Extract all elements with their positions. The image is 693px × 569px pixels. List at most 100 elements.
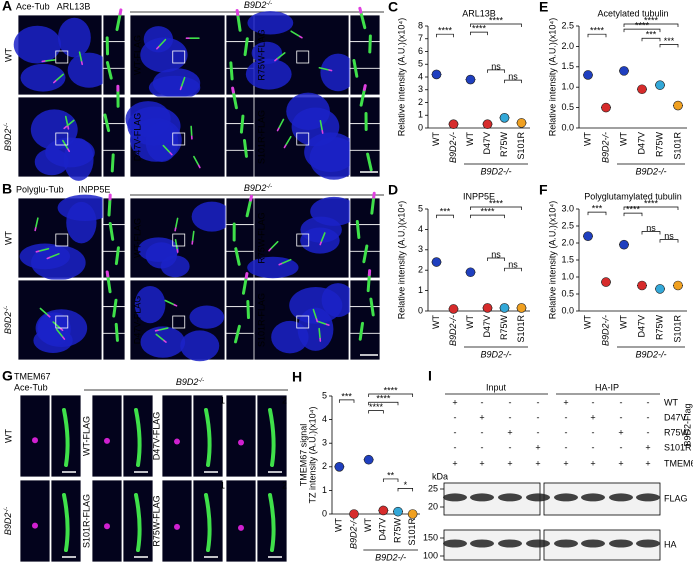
stain-magenta: INPP5E [78,184,110,194]
y-tick-label: 5 [418,59,423,69]
micrograph [349,197,381,226]
y-tick-label: 0 [322,508,327,518]
y-tick-label: 4 [322,414,327,424]
x-tick-label: D47V [378,518,388,541]
significance-bracket [368,410,384,414]
construct-label: S101R-FLAG [256,110,266,164]
x-tick-label: WT [618,132,628,146]
sign: - [620,442,623,452]
cilium-tip [235,9,240,16]
roi-box [296,315,310,329]
y-tick-label: 0.5 [561,102,574,112]
cilium [241,276,248,295]
band [526,493,550,502]
sign: - [647,427,650,437]
cilium-tip [362,84,367,92]
cilium [134,493,142,552]
gene: B9D2 [3,513,13,536]
significance-bracket [641,231,661,235]
tmem67-signal [238,439,244,446]
nucleus [310,196,358,226]
cilium [52,321,62,330]
band [609,539,633,548]
nucleus [145,121,179,163]
sign: + [590,412,595,422]
cilium [162,144,171,154]
significance-label: **** [438,26,453,36]
significance-label: * [404,480,408,490]
sign: - [509,412,512,422]
panel-letter: G [2,368,13,384]
micrograph [19,479,51,563]
mean-dot [637,280,647,291]
y-tick-label: 1.0 [561,271,574,281]
cilium-tip [298,35,303,39]
tmem67-signal [32,437,38,444]
sign: - [592,397,595,407]
x-tick-label: D47V [636,132,646,155]
y-tick-label: 0 [418,122,423,132]
cilium-tip [268,248,272,252]
nucleus [63,138,94,181]
sign: - [481,397,484,407]
significance-label: **** [376,394,391,404]
mean-dot [448,304,459,314]
nucleus [271,320,309,354]
sign: - [592,427,595,437]
cilium [105,61,113,80]
chart-title: ARL13B [462,8,496,18]
cilium [64,115,69,128]
nucleus [67,52,111,88]
x-tick-label: B9D2-/- [448,132,458,163]
cilium [234,324,241,344]
cilium [39,307,49,316]
micrograph [161,479,193,563]
cilium [37,247,50,253]
y-tick-label: 3 [322,438,327,448]
x-tick-label: WT [465,315,475,329]
nucleus [34,148,69,176]
cilium-tip [118,8,123,16]
gene: B9D2 [3,312,13,335]
y-tick-label: 0.0 [561,122,574,132]
cilium [78,51,83,63]
mean-dot [673,100,683,111]
mean-dot [363,454,374,465]
cilium-tip [315,318,319,323]
blot-label: HA [664,539,677,549]
band [554,493,578,502]
row-label: WT [664,397,678,407]
significance-bracket [470,206,522,210]
cilium [370,195,376,215]
micrograph [225,279,257,308]
sign: - [592,442,595,452]
panel-letter: I [428,368,432,384]
sign: + [452,397,457,407]
panel-letter: A [2,0,12,14]
cilium-tip [156,46,160,50]
mean-dot [619,66,629,76]
group-label: B9D2-/- [635,166,666,176]
cilium-tip [274,58,278,62]
construct-label: R75W-FLAG [151,495,161,546]
y-tick-label: 3 [418,244,423,254]
band [636,539,660,548]
x-tick-label: WT [582,132,592,146]
stain-magenta: TMEM67 [14,371,51,381]
stain-magenta: ARL13B [57,1,91,11]
cilium-tip [358,6,363,14]
band [581,493,605,502]
mean-dot [349,509,359,519]
cilium [48,253,60,259]
cilium [355,220,361,239]
x-tick-label: S101R [672,132,682,160]
significance-label: **** [635,20,650,30]
sign: + [535,442,540,452]
superscript: -/- [4,123,10,129]
significance-label: **** [472,24,487,34]
cilium [55,328,64,338]
sign: - [537,427,540,437]
mean-dot [601,102,611,113]
panel-letter: C [388,0,398,15]
